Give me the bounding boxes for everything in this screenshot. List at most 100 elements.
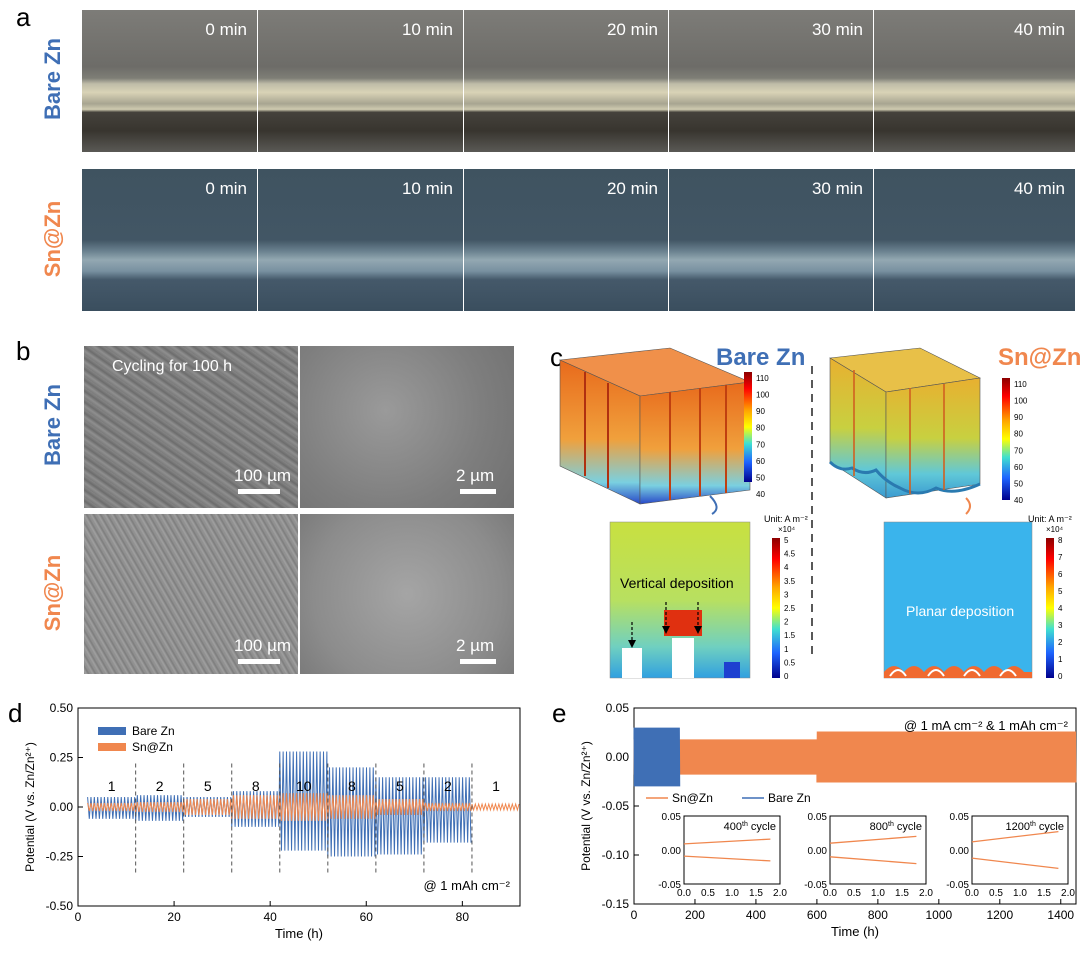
sn-unit-label: Unit: A m⁻²: [1028, 514, 1072, 524]
row-label-sn-b: Sn@Zn: [40, 554, 65, 632]
sn-3d-colorbar-ticks: 110 100 90 80 70 60 50 40: [1014, 380, 1028, 505]
series-sn-zn: [633, 731, 1077, 783]
micrograph-sn-4: 40 min: [874, 169, 1075, 311]
inset-800th-cycle: 800th cycle 0.0 0.5 1.0 1.5 2.0 0.05 0.00 -0.05: [804, 812, 933, 899]
micrograph-time-label: 10 min: [401, 179, 453, 198]
inset-x-tick-label: 1.0: [871, 888, 885, 899]
inset-x-tick-label: 0.5: [847, 888, 861, 899]
x-axis-title: Time (h): [831, 924, 879, 939]
micrograph-bare-0: 0 min: [82, 10, 257, 152]
inset-x-tick-label: 2.0: [1061, 888, 1075, 899]
legend-label: Sn@Zn: [132, 740, 173, 754]
inset-y-tick-label: -0.05: [658, 880, 681, 891]
panel-label-d: d: [8, 698, 23, 728]
inset-y-tick-label: 0.05: [808, 812, 828, 823]
sn-2d-colorbar-ticks: 8 7 6 5 4 3 2 1 0: [1058, 536, 1063, 681]
panel-c-bare-title: Bare Zn: [716, 344, 805, 371]
y-tick-label: 0.00: [606, 750, 630, 764]
micrograph-time-label: 20 min: [606, 20, 658, 39]
colorbar-tick-label: 3.5: [784, 577, 796, 586]
bare-unit-label: Unit: A m⁻²: [764, 514, 808, 524]
segment-label: 8: [252, 778, 260, 794]
row-label-sn-a: Sn@Zn: [40, 200, 65, 278]
inset-title: 400th cycle: [724, 821, 776, 833]
colorbar-tick-label: 90: [756, 407, 765, 416]
bare-gap: [672, 638, 694, 678]
inset-x-tick-label: 2.0: [919, 888, 933, 899]
colorbar-tick-label: 4: [784, 563, 789, 572]
inset-y-tick-label: 0.00: [950, 846, 970, 857]
colorbar-tick-label: 3: [784, 590, 789, 599]
micrograph-time-label: 0 min: [205, 179, 247, 198]
inset-y-tick-label: 0.05: [950, 812, 970, 823]
inset-x-tick-label: 0.0: [823, 888, 837, 899]
colorbar-tick-label: 4: [1058, 604, 1063, 613]
legend-label: Bare Zn: [132, 724, 175, 738]
series-sn-zn: [87, 793, 520, 821]
colorbar-tick-label: 40: [756, 490, 765, 499]
x-tick-label: 40: [263, 910, 277, 924]
inset-x-tick-label: 1.5: [1037, 888, 1051, 899]
inset-frame: [683, 815, 781, 885]
inset-x-tick-label: 1.5: [895, 888, 909, 899]
micrograph-bare-1: 10 min: [258, 10, 463, 152]
y-tick-label: -0.15: [602, 897, 630, 911]
sn-2d-colorbar: [1046, 538, 1054, 678]
inset-400th-cycle: 400th cycle 0.0 0.5 1.0 1.5 2.0 0.05 0.00 -0.05: [658, 812, 787, 899]
series-bare-zn: [633, 727, 681, 787]
colorbar-tick-label: 0: [1058, 672, 1063, 681]
colorbar-tick-label: 50: [1014, 479, 1023, 488]
y-tick-label: -0.50: [46, 899, 74, 913]
x-tick-label: 1000: [925, 908, 952, 922]
colorbar-tick-label: 1: [784, 645, 789, 654]
sn-multiplier-label: ×10⁴: [1046, 525, 1064, 534]
scale-label-2um-bare: 2 µm: [456, 466, 495, 485]
scale-label-2um-sn: 2 µm: [456, 636, 495, 655]
micrograph-sn-1: 10 min: [258, 169, 463, 311]
bare-hotspot: [664, 610, 702, 636]
colorbar-tick-label: 80: [1014, 430, 1023, 439]
micrograph-bare-3: 30 min: [669, 10, 873, 152]
scale-bar-100um-bare: [238, 489, 280, 494]
micrograph-bare-2: 20 min: [464, 10, 668, 152]
segment-label: 10: [296, 778, 312, 794]
micrograph-bare-4: 40 min: [874, 10, 1075, 152]
inset-x-tick-label: 0.0: [677, 888, 691, 899]
colorbar-tick-label: 1: [1058, 655, 1063, 664]
inset-frame: [971, 815, 1069, 885]
legend-swatch: [98, 743, 126, 751]
colorbar-tick-label: 90: [1014, 413, 1023, 422]
micrograph-time-label: 20 min: [606, 179, 658, 198]
segment-label: 1: [108, 778, 116, 794]
y-axis-title: Potential (V vs. Zn/Zn²⁺): [579, 741, 593, 871]
colorbar-tick-label: 2: [784, 618, 789, 627]
row-label-bare-a: Bare Zn: [40, 38, 65, 120]
x-tick-label: 0: [631, 908, 638, 922]
colorbar-tick-label: 40: [1014, 496, 1023, 505]
colorbar-tick-label: 50: [756, 473, 765, 482]
bare-multiplier-label: ×10⁴: [778, 525, 796, 534]
inset-y-tick-label: 0.00: [662, 846, 682, 857]
y-tick-label: -0.25: [46, 850, 74, 864]
colorbar-tick-label: 70: [1014, 446, 1023, 455]
segment-label: 5: [204, 778, 212, 794]
x-tick-label: 60: [360, 910, 374, 924]
planar-deposition-label: Planar deposition: [906, 603, 1014, 619]
inset-title: 1200th cycle: [1006, 821, 1064, 833]
inset-y-tick-label: 0.05: [662, 812, 682, 823]
y-tick-label: -0.10: [602, 848, 630, 862]
inset-x-tick-label: 0.0: [965, 888, 979, 899]
sn-3d-colorbar: [1002, 378, 1010, 500]
segment-label: 2: [156, 778, 164, 794]
x-tick-label: 80: [456, 910, 470, 924]
x-tick-label: 1200: [986, 908, 1013, 922]
colorbar-tick-label: 5: [784, 536, 789, 545]
colorbar-tick-label: 3: [1058, 621, 1063, 630]
panel-label-a: a: [16, 2, 31, 32]
micrograph-sn-3: 30 min: [669, 169, 873, 311]
chart-e: 0 200 400 600 800 1000 1200 1400 -0.15 -0.10 -0.05…: [579, 701, 1077, 939]
segment-label: 1: [492, 778, 500, 794]
colorbar-tick-label: 60: [1014, 463, 1023, 472]
x-tick-label: 20: [167, 910, 181, 924]
colorbar-tick-label: 0.5: [784, 658, 796, 667]
